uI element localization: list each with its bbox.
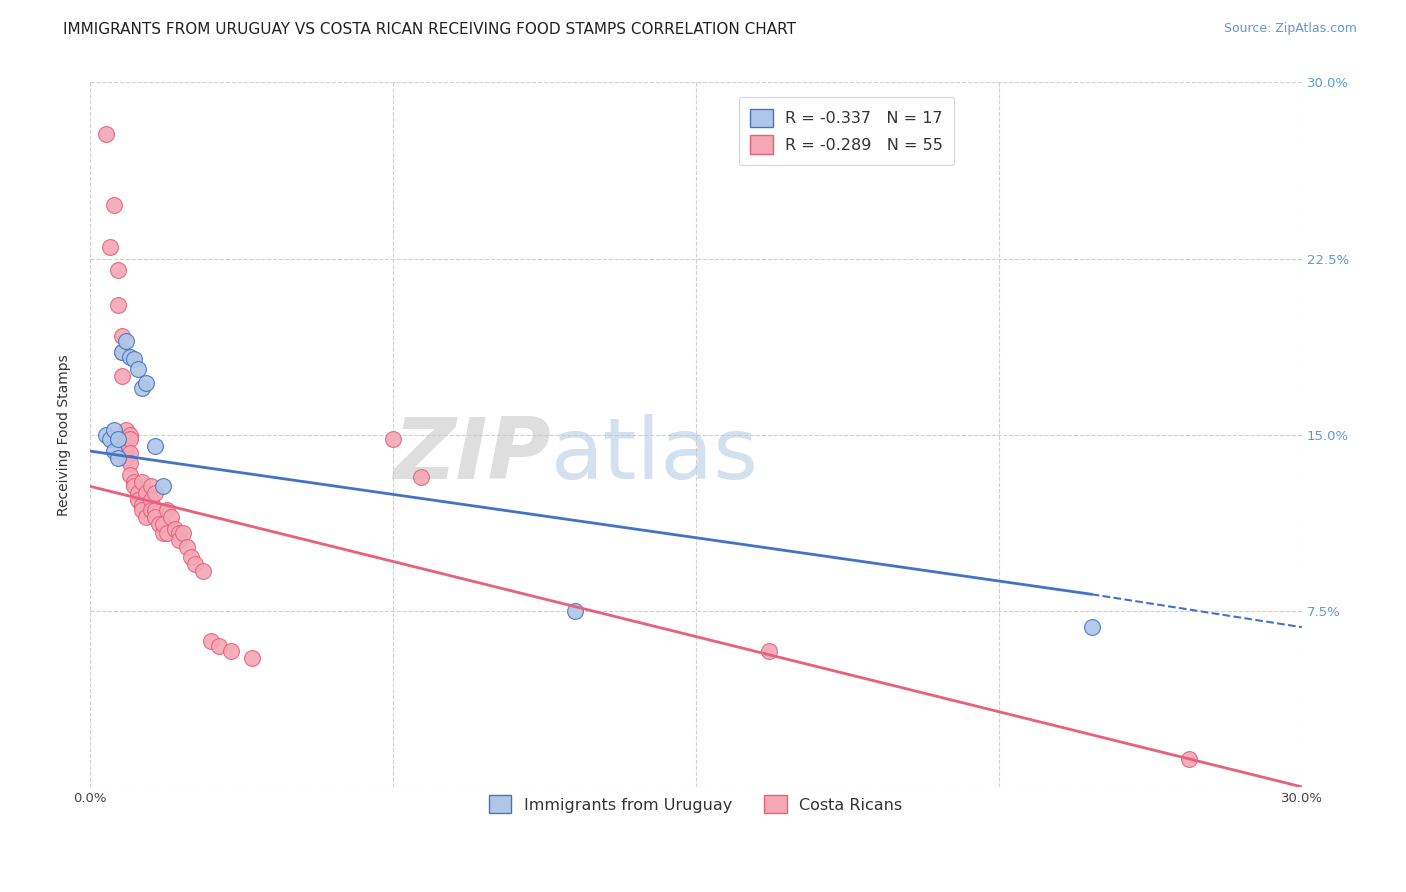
Point xyxy=(94,427,117,442)
Point xyxy=(143,502,166,516)
Point xyxy=(758,643,780,657)
Point xyxy=(131,502,153,516)
Point xyxy=(139,479,162,493)
Y-axis label: Receiving Food Stamps: Receiving Food Stamps xyxy=(58,354,72,516)
Point xyxy=(221,643,243,657)
Point xyxy=(115,334,138,348)
Point xyxy=(107,298,129,312)
Point xyxy=(172,526,194,541)
Point xyxy=(143,486,166,500)
Point xyxy=(111,329,134,343)
Point xyxy=(135,486,157,500)
Text: atlas: atlas xyxy=(550,414,758,497)
Point xyxy=(120,350,142,364)
Point xyxy=(152,526,174,541)
Point xyxy=(143,439,166,453)
Point xyxy=(180,549,202,564)
Point xyxy=(111,345,134,359)
Point xyxy=(148,516,170,531)
Point xyxy=(98,433,121,447)
Point xyxy=(127,486,149,500)
Point xyxy=(107,451,129,466)
Point xyxy=(115,451,138,466)
Point xyxy=(163,522,186,536)
Point xyxy=(120,446,142,460)
Legend: Immigrants from Uruguay, Costa Ricans: Immigrants from Uruguay, Costa Ricans xyxy=(478,784,914,824)
Point xyxy=(115,433,138,447)
Point xyxy=(115,423,138,437)
Point xyxy=(191,564,214,578)
Point xyxy=(381,433,404,447)
Point xyxy=(124,479,146,493)
Point xyxy=(152,516,174,531)
Point xyxy=(120,456,142,470)
Point xyxy=(107,433,129,447)
Point xyxy=(135,376,157,390)
Point xyxy=(131,475,153,489)
Point xyxy=(94,127,117,141)
Point xyxy=(115,444,138,458)
Point xyxy=(103,444,125,458)
Point xyxy=(240,650,263,665)
Point xyxy=(152,479,174,493)
Point xyxy=(135,509,157,524)
Point xyxy=(167,533,190,548)
Point xyxy=(184,557,207,571)
Point xyxy=(124,352,146,367)
Point xyxy=(159,509,181,524)
Point xyxy=(156,526,179,541)
Point xyxy=(120,427,142,442)
Point xyxy=(111,368,134,383)
Point xyxy=(1080,620,1102,634)
Text: Source: ZipAtlas.com: Source: ZipAtlas.com xyxy=(1223,22,1357,36)
Point xyxy=(167,526,190,541)
Point xyxy=(127,362,149,376)
Point xyxy=(176,541,198,555)
Text: ZIP: ZIP xyxy=(392,414,550,497)
Point xyxy=(1177,752,1199,766)
Point xyxy=(564,604,586,618)
Point xyxy=(115,439,138,453)
Point xyxy=(103,423,125,437)
Point xyxy=(139,502,162,516)
Point xyxy=(107,263,129,277)
Point xyxy=(127,493,149,508)
Point xyxy=(411,470,433,484)
Point xyxy=(200,634,222,648)
Point xyxy=(131,498,153,512)
Point xyxy=(143,509,166,524)
Point xyxy=(131,381,153,395)
Point xyxy=(208,639,231,653)
Point xyxy=(139,493,162,508)
Point xyxy=(120,433,142,447)
Text: IMMIGRANTS FROM URUGUAY VS COSTA RICAN RECEIVING FOOD STAMPS CORRELATION CHART: IMMIGRANTS FROM URUGUAY VS COSTA RICAN R… xyxy=(63,22,796,37)
Point xyxy=(120,467,142,482)
Point xyxy=(98,240,121,254)
Point xyxy=(103,197,125,211)
Point xyxy=(156,502,179,516)
Point xyxy=(124,475,146,489)
Point xyxy=(111,345,134,359)
